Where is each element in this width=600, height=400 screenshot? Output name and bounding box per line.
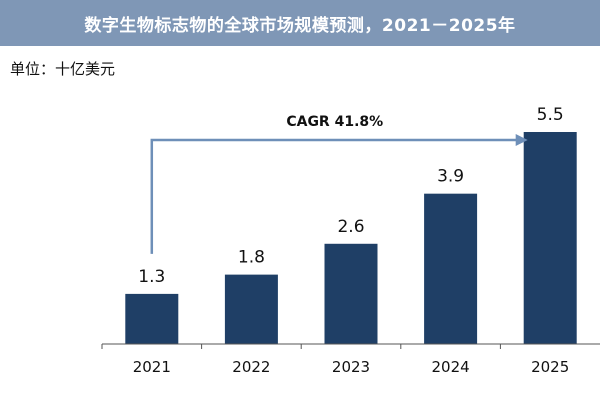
- data-label: 3.9: [437, 167, 464, 187]
- x-tick-label: 2025: [531, 358, 569, 376]
- chart-title: 数字生物标志物的全球市场规模预测，2021－2025年: [0, 0, 600, 46]
- bar-2024: [424, 193, 478, 344]
- x-tick-label: 2023: [332, 358, 370, 376]
- x-tick-label: 2022: [232, 358, 270, 376]
- x-axis: 2021 2022 2023 2024 2025: [101, 343, 600, 376]
- cagr-arrow: CAGR 41.8%: [150, 114, 528, 254]
- data-label: 2.6: [337, 217, 364, 237]
- x-tick-label: 2021: [133, 358, 171, 376]
- cagr-arrow-head: [515, 134, 528, 146]
- data-label: 1.3: [138, 267, 165, 287]
- data-labels-layer: 1.3 1.8 2.6 3.9 5.5: [138, 105, 563, 287]
- data-label: 5.5: [537, 105, 564, 125]
- data-label: 1.8: [238, 248, 265, 268]
- cagr-arrow-line: [150, 138, 518, 254]
- bars-layer: [125, 132, 577, 344]
- bar-2025: [523, 132, 577, 344]
- unit-label: 单位：十亿美元: [10, 60, 116, 78]
- bar-2022: [224, 274, 278, 344]
- bar-2021: [125, 293, 179, 344]
- bar-2023: [324, 243, 378, 344]
- x-tick-label: 2024: [432, 358, 470, 376]
- cagr-label: CAGR 41.8%: [286, 114, 383, 130]
